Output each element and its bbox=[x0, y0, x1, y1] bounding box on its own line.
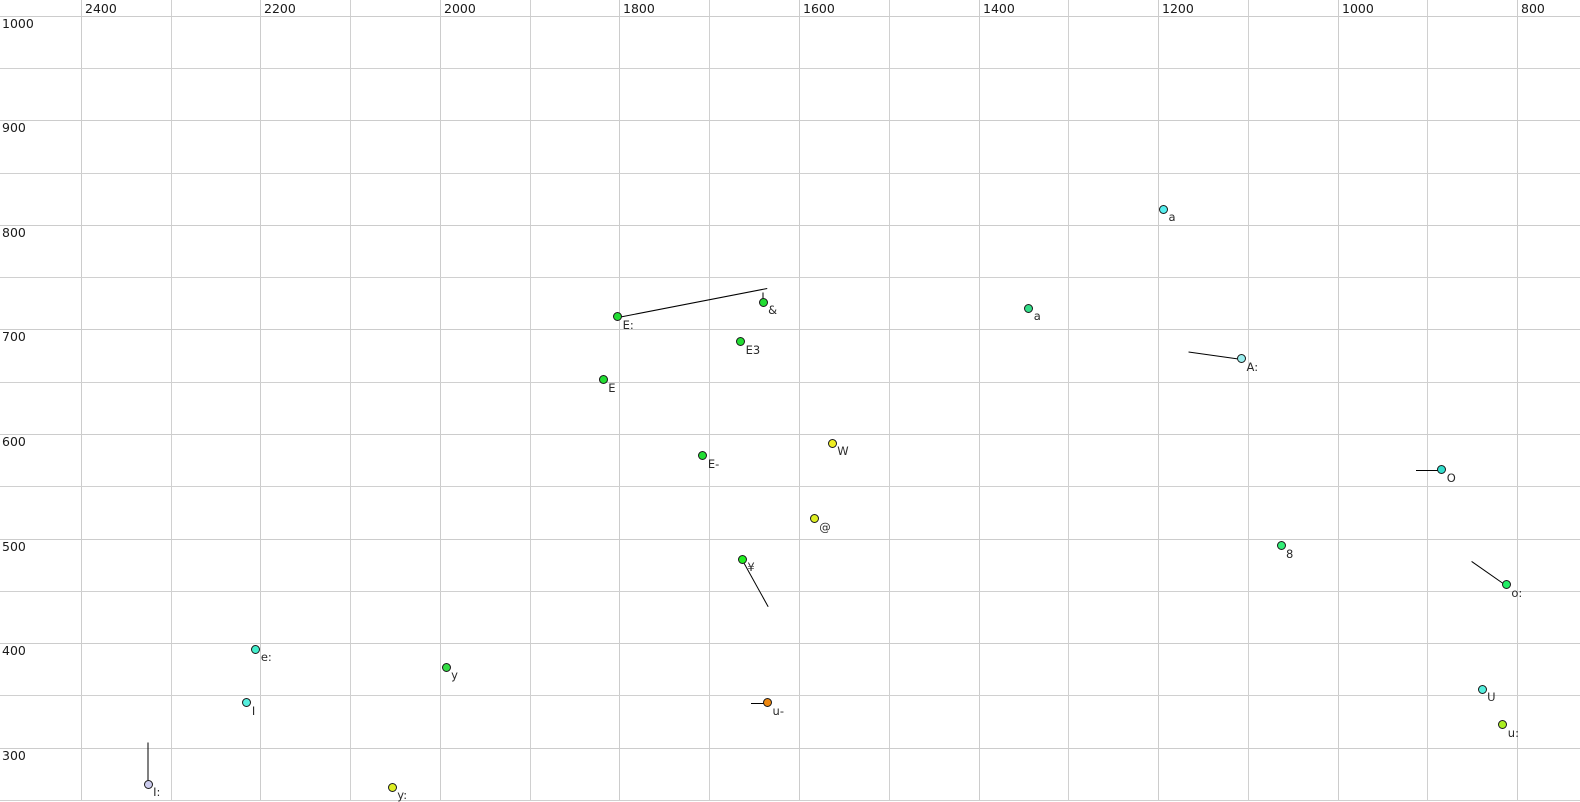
gridline-vertical bbox=[171, 0, 172, 800]
data-point-marker[interactable] bbox=[809, 514, 819, 524]
gridline-horizontal bbox=[0, 225, 1580, 226]
gridline-horizontal bbox=[0, 643, 1580, 644]
data-point-label: 8 bbox=[1286, 546, 1294, 561]
gridline-vertical bbox=[260, 0, 261, 800]
data-point-marker[interactable] bbox=[1024, 303, 1034, 313]
data-point-marker[interactable] bbox=[1477, 684, 1487, 694]
y-tick-label: 300 bbox=[2, 748, 26, 763]
x-tick-label: 2200 bbox=[264, 1, 296, 16]
gridline-horizontal bbox=[0, 800, 1580, 801]
data-point-label: I: bbox=[153, 785, 161, 800]
gridline-horizontal bbox=[0, 539, 1580, 540]
data-point-marker[interactable] bbox=[1158, 204, 1168, 214]
gridline-vertical bbox=[799, 0, 800, 800]
data-point-marker[interactable] bbox=[1501, 580, 1511, 590]
data-point-label: ¥ bbox=[747, 560, 755, 575]
gridline-vertical bbox=[1248, 0, 1249, 800]
y-tick-label: 800 bbox=[2, 225, 26, 240]
gridline-vertical bbox=[1427, 0, 1428, 800]
data-point-label: O bbox=[1446, 470, 1456, 485]
data-point-label: a bbox=[1033, 309, 1041, 324]
gridline-vertical bbox=[619, 0, 620, 800]
gridline-vertical bbox=[440, 0, 441, 800]
data-point-marker[interactable] bbox=[698, 451, 708, 461]
data-point-label: u- bbox=[772, 703, 784, 718]
data-point-label: o: bbox=[1511, 585, 1523, 600]
gridline-vertical bbox=[1338, 0, 1339, 800]
y-tick-label: 500 bbox=[2, 539, 26, 554]
data-point-label: E- bbox=[707, 456, 720, 471]
gridline-vertical bbox=[1068, 0, 1069, 800]
data-point-marker[interactable] bbox=[758, 297, 768, 307]
x-tick-label: 2000 bbox=[444, 1, 476, 16]
data-point-label: A: bbox=[1246, 359, 1259, 374]
y-tick-label: 600 bbox=[2, 434, 26, 449]
gridline-vertical bbox=[1517, 0, 1518, 800]
data-point-marker[interactable] bbox=[736, 337, 746, 347]
x-tick-label: 2400 bbox=[85, 1, 117, 16]
data-point-label: E bbox=[608, 380, 616, 395]
data-point-marker[interactable] bbox=[1498, 720, 1508, 730]
data-point-label: a bbox=[1168, 210, 1176, 225]
data-point-marker[interactable] bbox=[1437, 465, 1447, 475]
data-point-marker[interactable] bbox=[1237, 354, 1247, 364]
gridline-horizontal bbox=[0, 329, 1580, 330]
gridline-horizontal bbox=[0, 277, 1580, 278]
gridline-vertical bbox=[979, 0, 980, 800]
gridline-horizontal bbox=[0, 486, 1580, 487]
gridline-horizontal bbox=[0, 16, 1580, 17]
data-point-marker[interactable] bbox=[827, 438, 837, 448]
gridline-horizontal bbox=[0, 68, 1580, 69]
data-point-label: u: bbox=[1507, 725, 1519, 740]
gridline-horizontal bbox=[0, 173, 1580, 174]
y-tick-label: 400 bbox=[2, 643, 26, 658]
data-point-marker[interactable] bbox=[143, 779, 153, 789]
data-point-marker[interactable] bbox=[598, 375, 608, 385]
data-point-marker[interactable] bbox=[1276, 541, 1286, 551]
x-tick-label: 1000 bbox=[1342, 1, 1374, 16]
data-point-label: I bbox=[251, 703, 256, 718]
gridline-horizontal bbox=[0, 591, 1580, 592]
data-point-label: U bbox=[1487, 690, 1496, 705]
gridline-vertical bbox=[81, 0, 82, 800]
gridline-horizontal bbox=[0, 748, 1580, 749]
gridline-vertical bbox=[530, 0, 531, 800]
data-point-marker[interactable] bbox=[387, 782, 397, 792]
y-tick-label: 700 bbox=[2, 329, 26, 344]
y-tick-label: 900 bbox=[2, 120, 26, 135]
gridline-horizontal bbox=[0, 695, 1580, 696]
gridline-vertical bbox=[709, 0, 710, 800]
gridline-vertical bbox=[1158, 0, 1159, 800]
x-tick-label: 1800 bbox=[623, 1, 655, 16]
data-point-label: E3 bbox=[745, 342, 761, 357]
x-tick-label: 1200 bbox=[1162, 1, 1194, 16]
x-tick-label: 1600 bbox=[803, 1, 835, 16]
gridline-horizontal bbox=[0, 434, 1580, 435]
data-point-label: e: bbox=[260, 650, 272, 665]
data-point-marker[interactable] bbox=[613, 312, 623, 322]
data-point-marker[interactable] bbox=[251, 644, 261, 654]
data-point-label: W bbox=[837, 444, 849, 459]
data-point-label: y: bbox=[397, 788, 408, 802]
data-point-marker[interactable] bbox=[441, 662, 451, 672]
data-point-label: E: bbox=[622, 317, 634, 332]
x-tick-label: 1400 bbox=[983, 1, 1015, 16]
gridline-horizontal bbox=[0, 120, 1580, 121]
data-point-marker[interactable] bbox=[737, 554, 747, 564]
gridline-vertical bbox=[889, 0, 890, 800]
data-point-label: @ bbox=[819, 519, 831, 534]
data-point-marker[interactable] bbox=[763, 698, 773, 708]
y-tick-label: 1000 bbox=[2, 16, 34, 31]
data-point-label: y bbox=[451, 668, 458, 683]
x-tick-label: 800 bbox=[1521, 1, 1545, 16]
data-point-label: & bbox=[768, 303, 778, 318]
gridline-horizontal bbox=[0, 382, 1580, 383]
gridline-vertical bbox=[350, 0, 351, 800]
data-point-marker[interactable] bbox=[242, 698, 252, 708]
